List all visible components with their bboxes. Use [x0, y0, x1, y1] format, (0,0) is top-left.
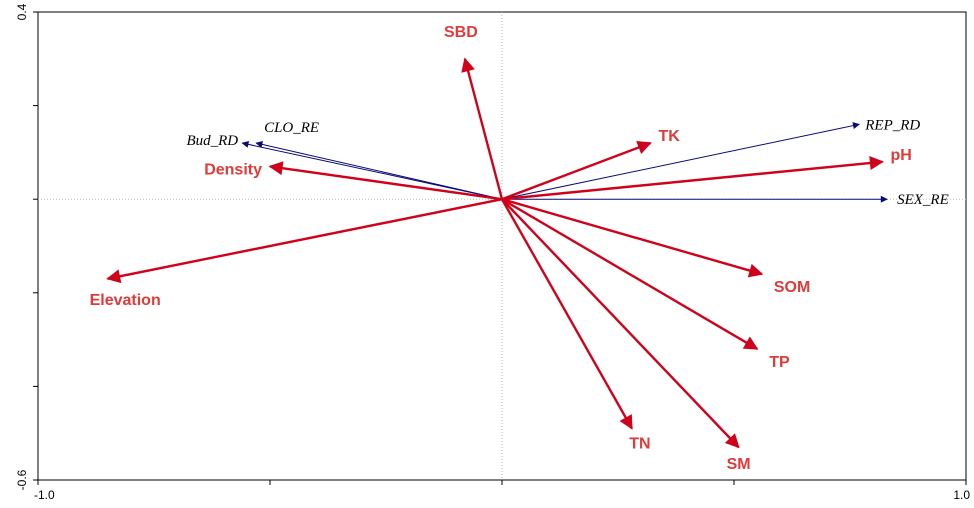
env-label-sbd: SBD: [444, 24, 478, 41]
environmental-vectors: SBD TK pH Density Elevation SOM TP TN SM: [90, 24, 912, 473]
env-label-tk: TK: [658, 128, 680, 145]
response-label-bud-rd: Bud_RD: [186, 133, 238, 149]
env-vector-density: [268, 161, 503, 201]
axes: -1.0 1.0 -0.6 0.4: [15, 3, 970, 502]
env-vector-elevation: [106, 198, 503, 284]
response-vector-bud-rd: [241, 140, 503, 200]
env-label-tp: TP: [769, 354, 790, 371]
x-tick-label: -1.0: [34, 488, 55, 502]
env-vector-tk: [501, 140, 652, 201]
env-vector-ph: [501, 156, 884, 201]
response-label-rep-rd: REP_RD: [864, 117, 920, 133]
env-label-som: SOM: [774, 279, 810, 296]
env-label-ph: pH: [890, 147, 911, 164]
env-label-density: Density: [204, 161, 262, 178]
env-vector-tp: [501, 198, 759, 350]
env-label-tn: TN: [629, 436, 650, 453]
x-tick-label: 1.0: [953, 488, 970, 502]
env-label-elevation: Elevation: [90, 292, 161, 309]
response-label-sex-re: SEX_RE: [897, 192, 949, 208]
env-label-sm: SM: [727, 456, 751, 473]
y-tick-label: -0.6: [15, 469, 29, 490]
response-label-clo-re: CLO_RE: [264, 120, 319, 136]
env-vector-sm: [501, 198, 740, 449]
y-tick-label: 0.4: [15, 3, 29, 20]
response-vector-rep-rd: [501, 122, 860, 200]
env-vector-sbd: [461, 57, 504, 200]
env-vector-tn: [500, 198, 633, 430]
response-vectors: CLO_RE Bud_RD REP_RD SEX_RE: [186, 117, 948, 208]
env-vector-som: [501, 198, 764, 278]
